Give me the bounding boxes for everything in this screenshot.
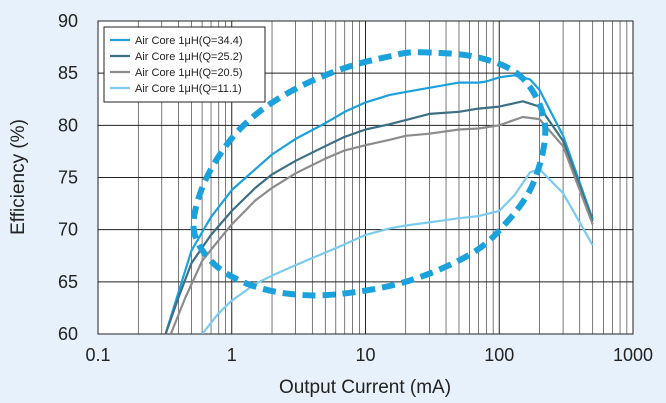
series-line-3 (169, 115, 594, 334)
x-tick-label: 0.1 (85, 345, 110, 365)
y-axis-title: Efficiency (%) (8, 119, 29, 235)
x-tick-label: 100 (484, 345, 514, 365)
highlight-dashed-ellipse (190, 49, 549, 299)
y-tick-label: 60 (58, 324, 78, 344)
y-tick-label: 75 (58, 168, 78, 188)
y-tick-label: 85 (58, 63, 78, 83)
annotation-layer (190, 49, 549, 299)
legend-label-3: Air Core 1μH(Q=20.5) (135, 67, 243, 79)
legend-label-2: Air Core 1μH(Q=25.2) (135, 51, 243, 63)
y-tick-label: 65 (58, 272, 78, 292)
legend-box (103, 26, 266, 103)
x-tick-label: 1000 (613, 345, 653, 365)
y-tick-label: 90 (58, 11, 78, 31)
legend-label-4: Air Core 1μH(Q=11.1) (135, 83, 242, 95)
legend-label-1: Air Core 1μH(Q=34.4) (135, 35, 243, 47)
x-tick-label: 1 (227, 345, 237, 365)
legend-items: Air Core 1μH(Q=34.4) Air Core 1μH(Q=25.2)… (110, 35, 243, 95)
y-tick-label: 80 (58, 115, 78, 135)
legend: Air Core 1μH(Q=34.4) Air Core 1μH(Q=25.2)… (103, 26, 266, 103)
series-line-4 (201, 168, 594, 334)
y-tick-label: 70 (58, 220, 78, 240)
series-line-2 (164, 100, 594, 334)
tick-labels: 0.1 1 10 100 1000 60 65 70 75 80 85 90 (58, 11, 653, 365)
x-tick-label: 10 (355, 345, 375, 365)
x-axis-title: Output Current (mA) (279, 377, 451, 398)
